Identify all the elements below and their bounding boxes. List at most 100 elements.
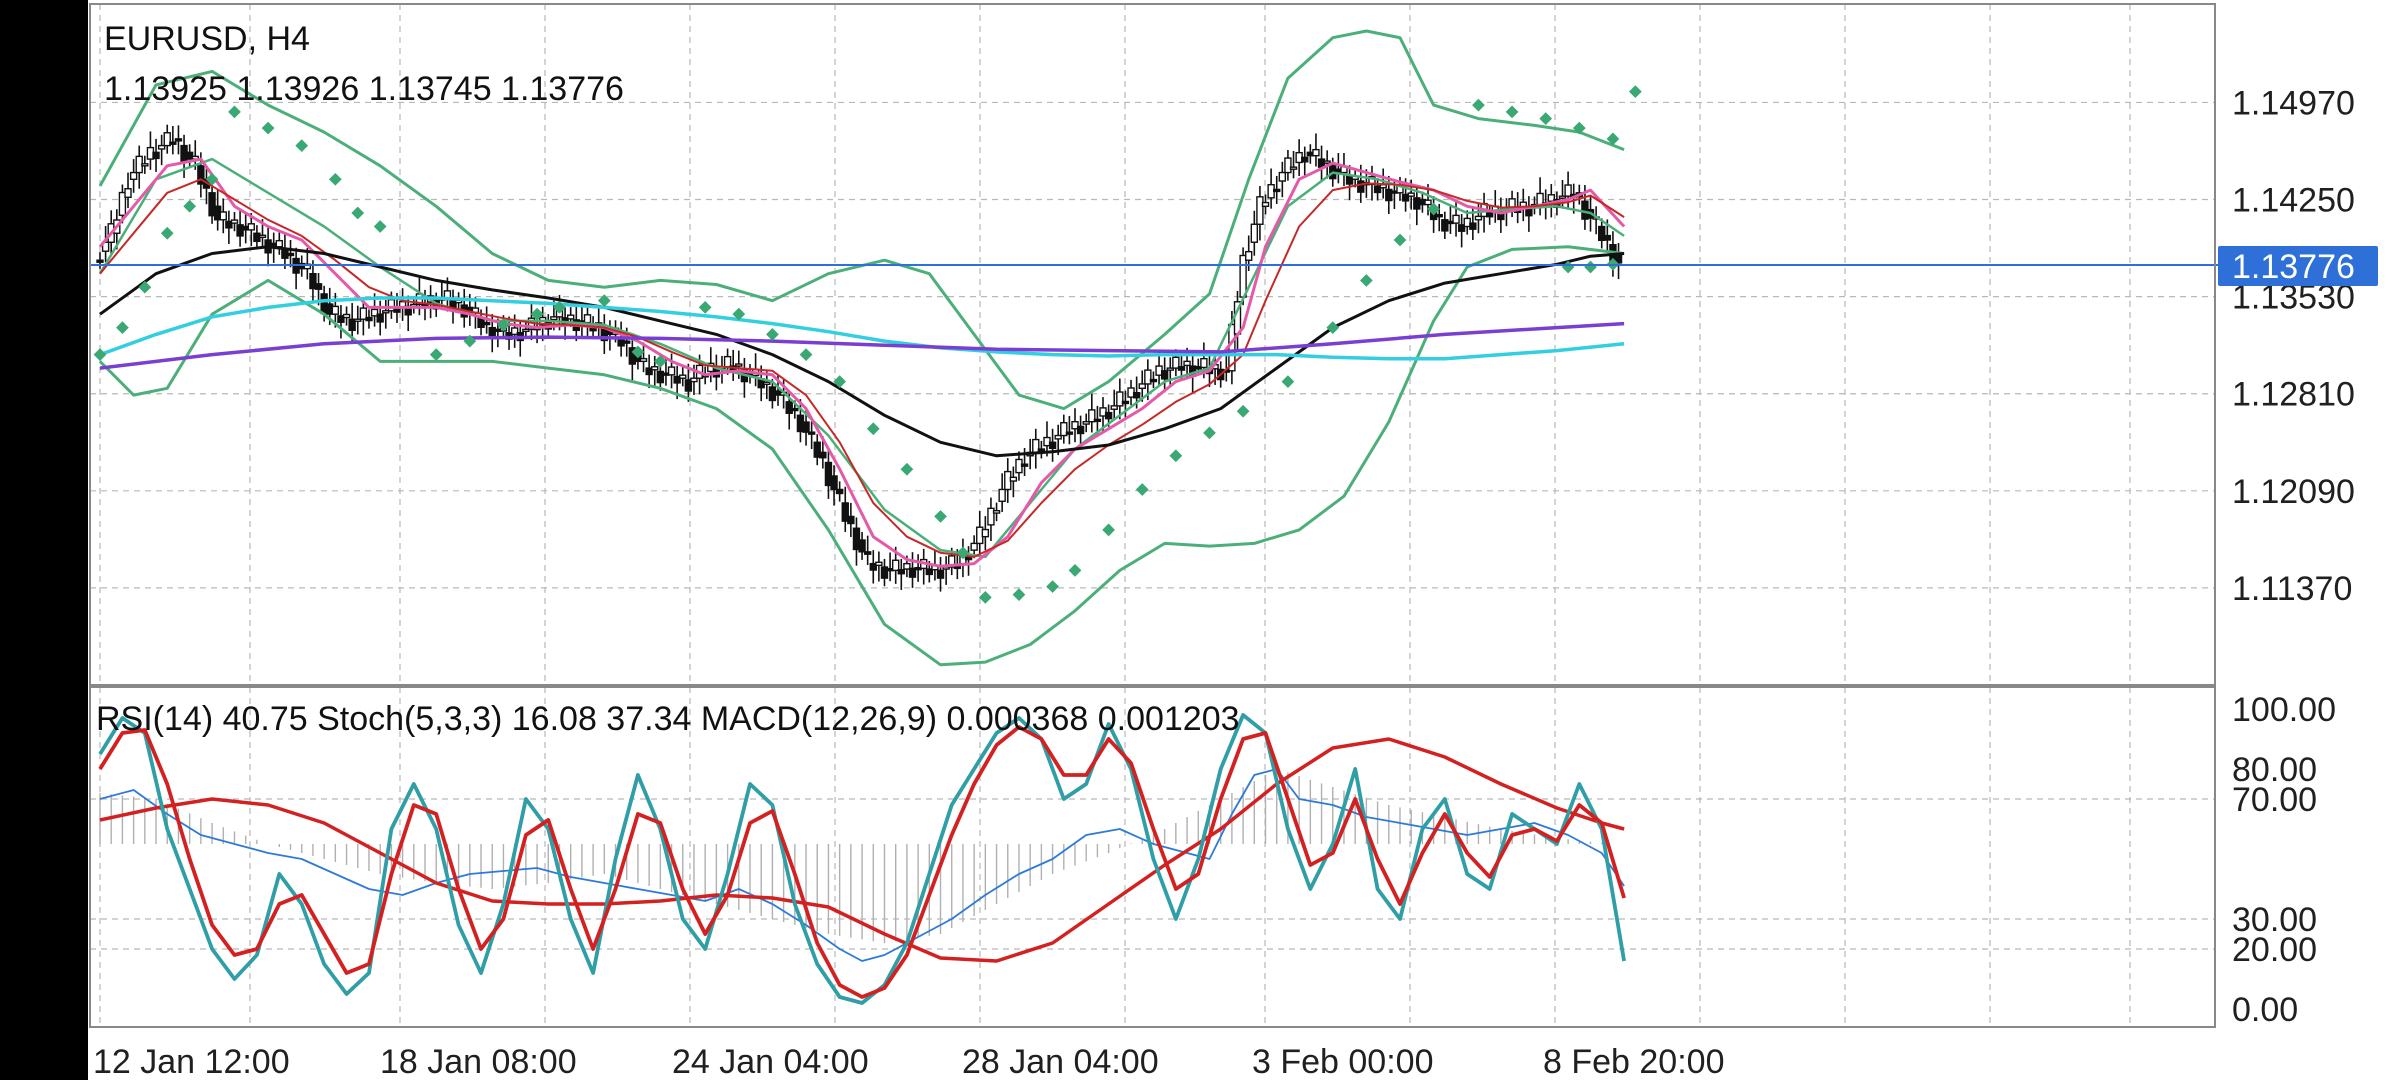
sar-dot bbox=[698, 301, 712, 314]
candle-body bbox=[1284, 157, 1292, 174]
candle-body bbox=[1200, 357, 1208, 369]
series-ma_red bbox=[99, 178, 1625, 558]
candle-body bbox=[1054, 434, 1062, 440]
candle-body bbox=[1357, 180, 1365, 193]
sar-dot bbox=[295, 139, 309, 152]
candle-body bbox=[1289, 166, 1298, 170]
candle-body bbox=[1088, 409, 1096, 423]
candle-body bbox=[1469, 222, 1477, 230]
candle-body bbox=[1121, 400, 1130, 405]
candle-body bbox=[1138, 383, 1146, 390]
candle-body bbox=[382, 310, 390, 314]
candle-body bbox=[342, 313, 351, 319]
candle-body bbox=[331, 305, 340, 315]
price-series bbox=[93, 29, 1642, 667]
price-tick-label: 1.11370 bbox=[2232, 570, 2352, 608]
candle-body bbox=[1071, 421, 1079, 430]
candle-body bbox=[1110, 405, 1118, 410]
candle-body bbox=[970, 542, 978, 551]
candle-body bbox=[785, 401, 793, 414]
sar-dot bbox=[1236, 404, 1250, 418]
sar-dot bbox=[429, 348, 443, 361]
candle-body bbox=[225, 220, 233, 229]
sar-dot bbox=[228, 105, 241, 119]
candle-body bbox=[791, 407, 799, 412]
sar-dot bbox=[205, 172, 219, 186]
candle-body bbox=[763, 381, 771, 385]
indicator-series bbox=[98, 713, 1626, 1005]
candle-body bbox=[348, 318, 356, 332]
candle-body bbox=[1401, 193, 1410, 202]
sar-dot bbox=[183, 199, 197, 213]
sar-dot bbox=[1102, 523, 1115, 537]
candle-body bbox=[908, 567, 917, 578]
candle-body bbox=[118, 191, 127, 216]
candle-body bbox=[1020, 463, 1029, 467]
time-tick-label: 3 Feb 00:00 bbox=[1252, 1043, 1433, 1080]
candle-body bbox=[819, 451, 827, 459]
sar-dot bbox=[1472, 98, 1485, 112]
candle-body bbox=[1435, 214, 1443, 218]
candle-body bbox=[1183, 360, 1191, 367]
candle-body bbox=[891, 559, 900, 572]
candle-body bbox=[314, 283, 323, 290]
candle-body bbox=[1177, 366, 1186, 371]
candle-body bbox=[1060, 422, 1068, 437]
price-axis: 1.149701.142501.135301.128101.120901.113… bbox=[2232, 84, 2355, 607]
sar-dot bbox=[1046, 580, 1059, 593]
candle-body bbox=[482, 321, 491, 326]
candle-body bbox=[141, 163, 149, 167]
candle-body bbox=[365, 316, 373, 322]
indicator-tick-label: 70.00 bbox=[2232, 781, 2317, 819]
candle-body bbox=[157, 144, 166, 150]
candle-body bbox=[1273, 188, 1281, 193]
candle-body bbox=[869, 562, 877, 571]
candle-body bbox=[1245, 250, 1253, 261]
candle-body bbox=[1132, 392, 1141, 399]
candle-body bbox=[337, 315, 345, 323]
sar-dot bbox=[1584, 260, 1597, 274]
indicator-values: RSI(14) 40.75 Stoch(5,3,3) 16.08 37.34 M… bbox=[96, 700, 1240, 738]
sar-dot bbox=[116, 321, 129, 335]
candle-body bbox=[841, 502, 849, 522]
candle-body bbox=[1149, 378, 1158, 383]
time-tick-label: 18 Jan 08:00 bbox=[380, 1043, 577, 1080]
indicator-tick-label: 100.00 bbox=[2232, 691, 2336, 729]
current-price-label: 1.13776 bbox=[2232, 248, 2355, 286]
indicator-grid bbox=[90, 687, 2215, 1027]
candle-body bbox=[987, 507, 995, 526]
candle-body bbox=[258, 234, 267, 238]
candle-body bbox=[735, 363, 743, 367]
candle-body bbox=[1407, 192, 1415, 197]
candle-body bbox=[1082, 421, 1090, 425]
candle-body bbox=[309, 273, 317, 290]
candle-body bbox=[1037, 448, 1046, 452]
candle-body bbox=[510, 327, 519, 336]
sar-dot bbox=[866, 422, 880, 436]
candle-body bbox=[1278, 171, 1287, 182]
sar-dot bbox=[1169, 449, 1183, 463]
candle-body bbox=[219, 211, 227, 221]
candle-body bbox=[1065, 431, 1074, 435]
candle-body bbox=[1485, 212, 1494, 218]
series-bb_lower bbox=[98, 245, 1625, 667]
sar-dot bbox=[1393, 233, 1407, 247]
sar-dot bbox=[160, 226, 174, 240]
candle-body bbox=[835, 488, 844, 495]
price-tick-label: 1.14250 bbox=[2232, 182, 2355, 220]
candle-body bbox=[275, 239, 284, 248]
candle-body bbox=[1323, 160, 1331, 164]
candle-body bbox=[651, 366, 659, 371]
candle-body bbox=[1144, 369, 1152, 385]
candle-body bbox=[623, 340, 631, 344]
candle-body bbox=[286, 252, 295, 257]
indicator-stoch_d bbox=[98, 725, 1626, 999]
candle-body bbox=[376, 313, 384, 323]
candle-body bbox=[723, 355, 732, 368]
sar-dot bbox=[1135, 483, 1149, 496]
candle-body bbox=[152, 151, 160, 160]
candle-body bbox=[830, 475, 838, 491]
ohlc-values: 1.13925 1.13926 1.13745 1.13776 bbox=[104, 70, 624, 108]
sar-dot bbox=[138, 280, 152, 294]
